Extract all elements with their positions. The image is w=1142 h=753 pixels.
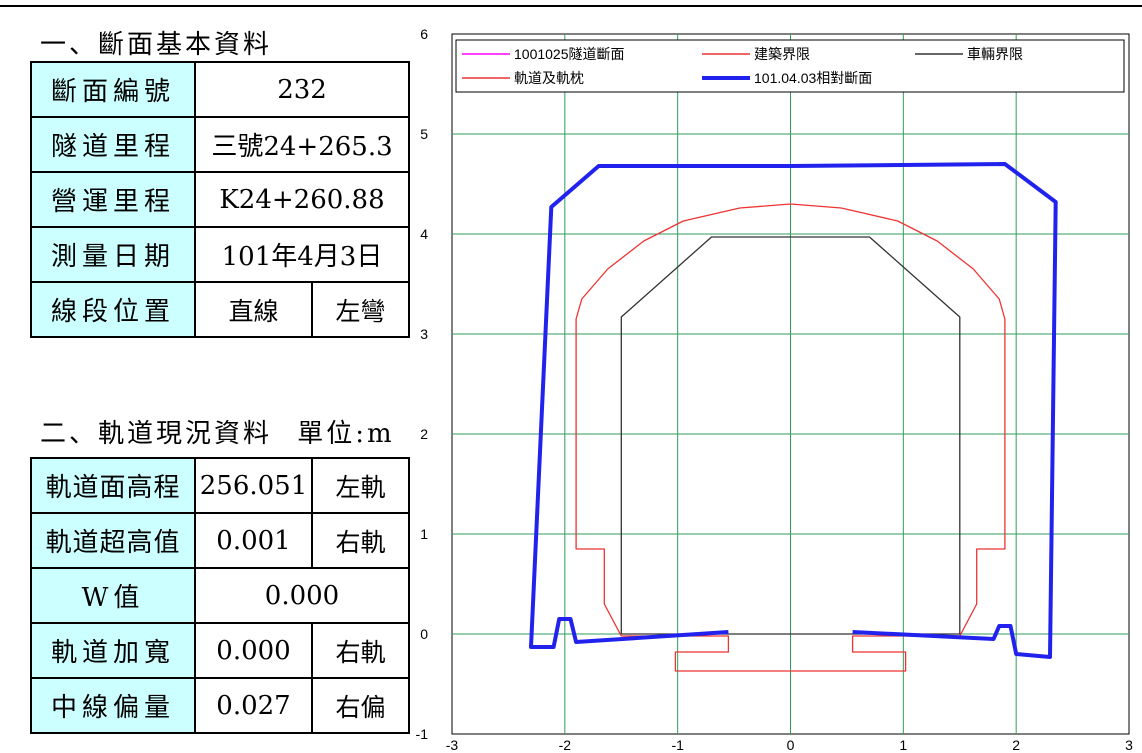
series-line [529,162,1058,659]
x-axis-ticks: -3 -2 -1 0 1 2 3 [446,737,1133,753]
row-label: 隧道里程 [30,116,196,173]
track-status-table: 軌道面高程 256.051 左軌 軌道超高值 0.001 右軌 W值 0.000… [30,457,410,734]
series-line [575,203,1006,637]
table-row: 軌道超高值 0.001 右軌 [30,512,410,569]
table-row: 隧道里程 三號24+265.3 [30,116,411,173]
row-label: 斷面編號 [30,61,196,118]
gauge-widening-value: 0.000 [194,622,313,679]
operating-chainage-value: K24+260.88 [193,171,411,228]
cross-section-chart: -1 0 1 2 3 4 5 6 -3 -2 -1 0 1 2 3 1001025隧道斷面 建築界限 車輛界限… [416,26,1134,753]
y-tick-label: -1 [416,726,429,742]
legend-label: 車輛界限 [967,46,1023,62]
curve-direction-value: 左彎 [310,281,411,338]
y-tick-label: 3 [420,326,428,342]
basic-info-table: 斷面編號 232 隧道里程 三號24+265.3 營運里程 K24+260.88… [30,61,411,338]
section-number-value: 232 [193,61,411,118]
x-tick-label: 3 [1125,737,1133,753]
row-label: 軌道面高程 [30,457,196,514]
table-row: 斷面編號 232 [30,61,411,118]
y-tick-label: 5 [420,126,428,142]
offset-direction: 右偏 [311,677,410,734]
alignment-value: 直線 [194,281,313,338]
section2-heading: 二、軌道現況資料 單位:m [40,413,395,450]
x-tick-label: 2 [1012,737,1020,753]
tunnel-chainage-value: 三號24+265.3 [193,116,411,173]
w-value: 0.000 [194,567,410,624]
row-label: 軌道加寬 [30,622,196,679]
y-tick-label: 6 [420,26,428,42]
legend-label: 101.04.03相對斷面 [754,70,872,86]
row-label: 營運里程 [30,171,196,228]
x-tick-label: -3 [446,737,459,753]
data-series [529,162,1058,672]
y-tick-label: 4 [420,226,428,242]
table-row: 線段位置 直線 左彎 [30,281,411,338]
rail-side: 右軌 [311,512,410,569]
y-axis-ticks: -1 0 1 2 3 4 5 6 [416,26,429,742]
x-tick-label: -1 [671,737,684,753]
y-tick-label: 1 [420,526,428,542]
table-row: 中線偏量 0.027 右偏 [30,677,410,734]
section1-heading: 一、斷面基本資料 [40,30,273,60]
superelevation-value: 0.001 [194,512,313,569]
unit-label: 單位:m [297,419,395,449]
table-row: 測量日期 101年4月3日 [30,226,411,283]
centerline-offset-value: 0.027 [194,677,313,734]
legend-box [455,39,1125,93]
survey-date-value: 101年4月3日 [193,226,411,283]
top-rule [0,5,1142,7]
rail-side: 左軌 [311,457,410,514]
row-label: 中線偏量 [30,677,196,734]
legend-label: 1001025隧道斷面 [514,46,625,62]
x-tick-label: 1 [899,737,907,753]
row-label: W值 [30,567,196,624]
row-label: 軌道超高值 [30,512,196,569]
y-tick-label: 0 [420,626,428,642]
x-tick-label: -2 [559,737,572,753]
series-line [621,635,960,672]
table-row: W值 0.000 [30,567,410,624]
legend-label: 建築界限 [754,46,810,62]
table-row: 營運里程 K24+260.88 [30,171,411,228]
row-label: 線段位置 [30,281,196,338]
series-line [620,236,961,635]
y-tick-label: 2 [420,426,428,442]
row-label: 測量日期 [30,226,196,283]
table-row: 軌道面高程 256.051 左軌 [30,457,410,514]
legend-label: 軌道及軌枕 [514,70,584,86]
rail-side: 右軌 [311,622,410,679]
section2-title: 二、軌道現況資料 [40,419,273,449]
rail-elevation-value: 256.051 [194,457,313,514]
table-row: 軌道加寬 0.000 右軌 [30,622,410,679]
x-tick-label: 0 [787,737,795,753]
